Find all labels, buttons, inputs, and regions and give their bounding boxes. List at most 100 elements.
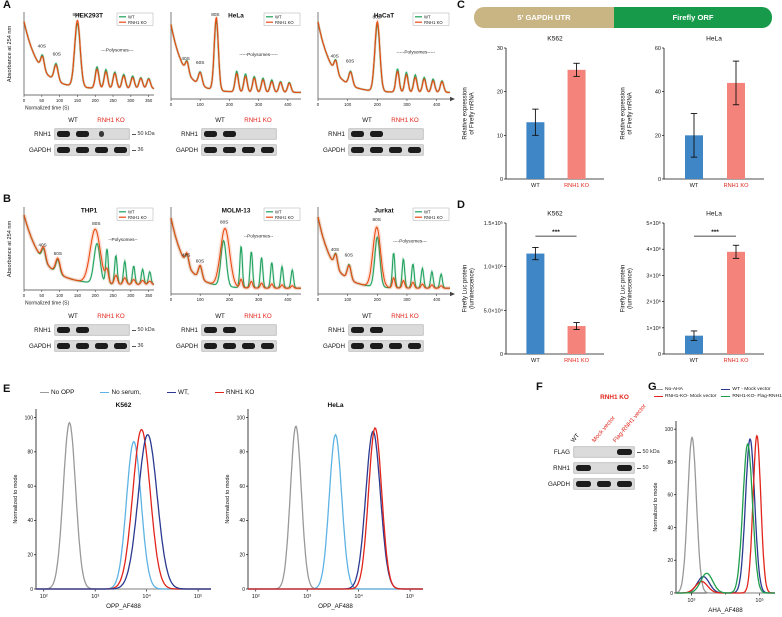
svg-text:400: 400 [284,102,292,107]
poly-molm13-svg: 0 100 200 300 400 MOLM-13 80S 40S 60S --Polysomes… [169,207,301,302]
blot-group-label: WT [68,117,78,124]
blot-group-label: WT [215,313,225,320]
svg-text:80S: 80S [220,220,228,225]
svg-text:400: 400 [433,297,441,302]
svg-text:40S: 40S [38,44,46,49]
band [222,343,237,349]
band [576,481,591,487]
svg-text:10³: 10³ [303,594,311,600]
svg-text:WT: WT [690,183,699,189]
flow-curve [676,443,775,594]
svg-text:MOLM-13: MOLM-13 [222,208,251,215]
flow-curve [36,433,211,590]
y-axis-label-absorbance-b: Absorbance at 254 nm [7,220,13,278]
blot-protein-label: RNH1 [34,130,51,138]
mrna-hela-svg: 0 20 40 60 Relative expressionof Firefly mRN… [621,36,764,189]
blot-group-label: RNH1 KO [97,117,125,124]
blot-protein-label: GAPDH [322,342,345,350]
flow-curve [248,430,423,590]
svg-text:80S: 80S [373,217,381,222]
svg-text:80: 80 [667,460,673,466]
svg-text:K562: K562 [547,36,563,43]
blot-row: RNH1 [169,322,305,338]
blot-protein-label: GAPDH [28,146,51,154]
legend-g: No-AHA WT - Mock vector RNH1-KO- Mock vect… [654,387,782,399]
band [56,147,71,153]
band [388,147,403,153]
blot-group-labels: WT RNH1 KO [348,312,424,322]
legend-item: RNH1-KO- Flag-RNH1 vector [721,394,782,399]
blot-membrane [54,340,130,352]
band [596,481,612,487]
svg-text:RNH1 KO: RNH1 KO [564,358,590,364]
svg-text:20: 20 [239,553,245,559]
band [203,131,218,137]
blot-protein-label: RNH1 [328,130,345,138]
svg-text:40: 40 [667,525,673,531]
band [75,147,90,153]
svg-text:K562: K562 [116,402,132,409]
poly-hek293t-svg: 0 50 100 150 200 250 300 350 Normalized time (S)… [23,12,155,112]
svg-text:0: 0 [242,587,245,593]
flow-curve [248,433,423,590]
svg-text:0: 0 [170,102,173,107]
svg-text:***: *** [552,229,560,236]
panel-label-f: F [536,381,543,393]
blot-membrane [54,128,130,140]
blot-protein-label: RNH1 [181,130,198,138]
flow-curve [676,436,775,594]
svg-text:100: 100 [344,297,352,302]
blot-group-label: RNH1 KO [391,117,419,124]
svg-text:40S: 40S [331,247,339,252]
svg-text:3×10⁶: 3×10⁶ [646,272,661,279]
blot-group-labels: WT RNH1 KO [201,116,277,126]
flow-curve [676,438,775,594]
svg-text:THP1: THP1 [81,208,98,215]
blot-protein-label: RNH1 [553,464,570,472]
svg-text:-----Polysomes-----: -----Polysomes----- [397,49,436,54]
svg-text:0: 0 [658,177,661,183]
svg-text:10²: 10² [40,594,48,600]
svg-text:RNH1 KO: RNH1 KO [424,215,443,220]
svg-text:HaCaT: HaCaT [374,13,394,20]
blot-protein-label: RNH1 [34,326,51,334]
svg-text:WT: WT [275,209,282,214]
band [203,343,218,349]
svg-text:WT: WT [690,358,699,364]
svg-text:RNH1 KO: RNH1 KO [424,20,443,25]
blot-row: GAPDH [316,142,452,158]
legend-item: WT - Mock vector [721,387,782,392]
blot-molm13: WT RNH1 KO RNH1 GAPDH [169,312,305,354]
mw-marker: 50 kDa [130,131,155,137]
blot-membrane [573,462,635,474]
svg-text:400: 400 [433,102,441,107]
blot-membrane [201,144,277,156]
legend-item: RNH1 KO [214,389,254,396]
svg-text:WT: WT [275,14,282,19]
bar [685,335,703,354]
panel-label-d: D [457,199,465,211]
svg-text:Normalized to mode: Normalized to mode [225,474,231,523]
chart-polysome-molm13: 0 100 200 300 400 MOLM-13 80S 40S 60S --Polysomes… [161,204,307,311]
svg-text:80S: 80S [73,12,81,17]
legend-label: WT, [177,389,189,396]
blot-membrane [348,144,424,156]
svg-text:300: 300 [127,293,135,298]
band [75,327,90,333]
band [56,327,71,333]
svg-text:300: 300 [403,297,411,302]
band [222,327,237,333]
svg-text:Firefly Luc protein(luminescen: Firefly Luc protein(luminescence) [621,265,634,313]
svg-text:60S: 60S [345,253,353,258]
legend-swatch [166,391,176,394]
blot-hek293t: WT RNH1 KO RNH1 50 kDa GAPDH 36 [22,116,158,158]
band [56,131,71,137]
legend-label: No-AHA [665,387,683,392]
blot-row: GAPDH [169,142,305,158]
legend-item: RNH1-KO- Mock vector [654,394,716,399]
blot-group-labels: WT RNH1 KO [54,312,130,322]
band [407,147,422,153]
svg-text:40: 40 [27,518,33,524]
legend-swatch [214,391,224,394]
svg-text:40: 40 [655,90,661,96]
